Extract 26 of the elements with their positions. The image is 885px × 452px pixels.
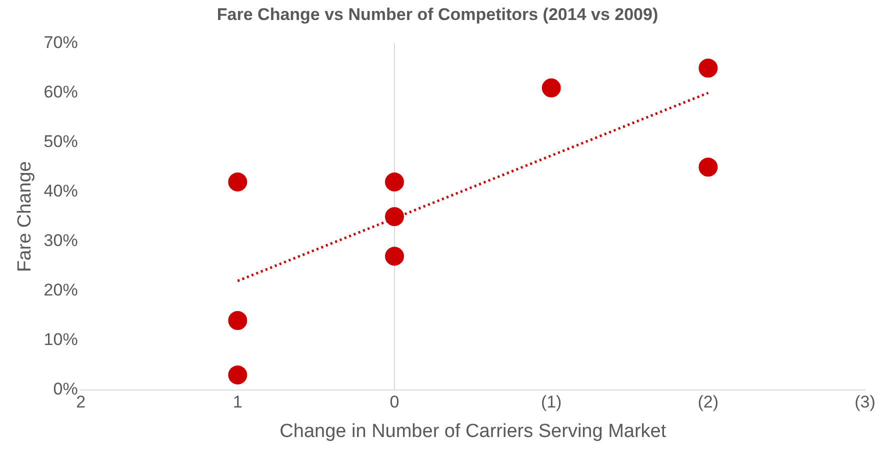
- y-tick-label: 70%: [44, 33, 78, 52]
- point: [228, 311, 248, 330]
- point: [384, 246, 404, 266]
- x-tick-label: (2): [698, 392, 719, 412]
- y-tick-label: 30%: [44, 231, 78, 250]
- x-tick-label: 1: [232, 392, 242, 412]
- y-tick-label: 0%: [53, 379, 78, 398]
- y-tick-label: 50%: [44, 132, 78, 152]
- point: [542, 78, 561, 98]
- point: [698, 158, 718, 177]
- point: [384, 207, 404, 226]
- x-tick-label: (1): [540, 392, 562, 412]
- y-tick-label: 40%: [44, 182, 78, 201]
- y-tick-label: 60%: [44, 82, 78, 102]
- y-tick-label: 20%: [44, 280, 78, 300]
- point: [228, 172, 248, 192]
- chart-title: Fare Change vs Number of Competitors (2014 vs 2009): [216, 4, 658, 24]
- y-axis-title: Fare Change: [14, 161, 36, 272]
- point: [228, 365, 248, 384]
- x-tick-label: (3): [854, 392, 876, 412]
- point: [698, 58, 718, 78]
- y-tick-label: 10%: [44, 330, 78, 349]
- x-tick-label: 0: [390, 392, 400, 412]
- x-axis-title: Change in Number of Carriers Serving Market: [280, 420, 667, 442]
- point: [384, 172, 404, 192]
- x-tick-label: 2: [76, 392, 86, 412]
